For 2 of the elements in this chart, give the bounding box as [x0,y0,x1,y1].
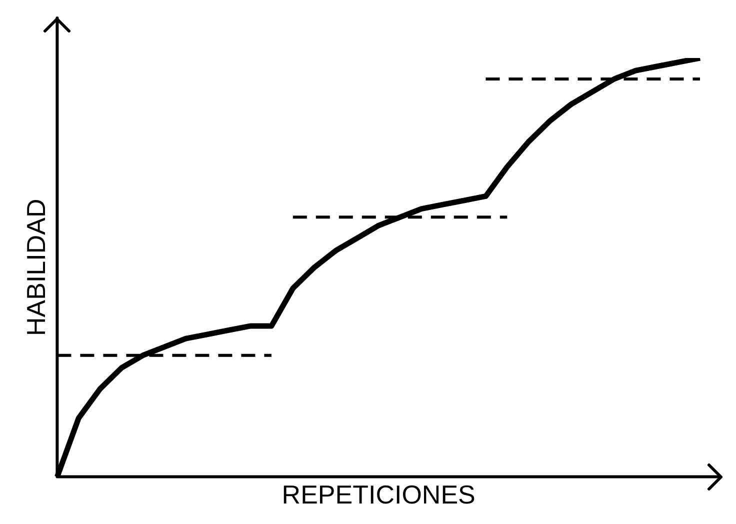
y-axis-title: HABILIDAD [20,198,51,336]
x-axis-title: REPETICIONES [282,480,476,510]
